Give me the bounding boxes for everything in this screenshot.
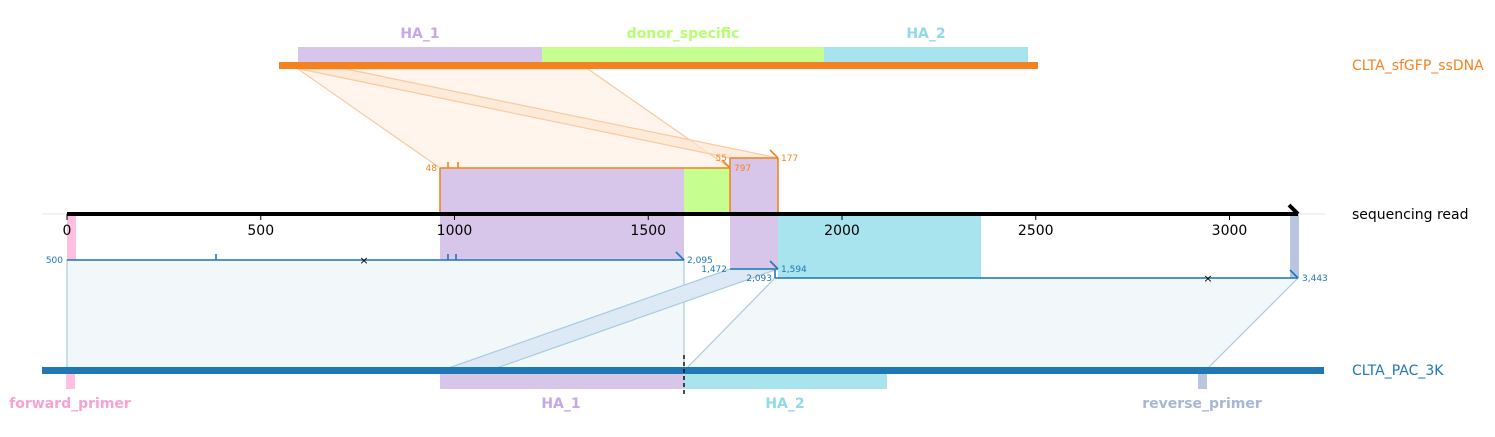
ref-alignment-2-end: 1,594 [781, 265, 807, 275]
read-axis-arrowhead [1287, 203, 1300, 216]
donor-label-ha2: HA_2 [906, 26, 945, 42]
donor-bar [279, 62, 1038, 69]
donor-alignment-2-end: 177 [781, 154, 798, 164]
reference-projection-1 [66, 259, 685, 372]
ref-feature-reverse-primer [1198, 374, 1207, 389]
read-fill-forward-primer [67, 214, 76, 260]
reference-track-label: CLTA_PAC_3K [1352, 363, 1444, 379]
reference-projection-3 [682, 277, 1300, 372]
donor-label-ha1: HA_1 [400, 26, 439, 42]
donor-alignment-2-end-arrow [769, 149, 779, 159]
ref-label-forward-primer: forward_primer [9, 396, 131, 412]
donor-alignment-1-start: 48 [426, 164, 438, 174]
donor-feature-ha1 [298, 47, 542, 63]
donor-projection-1 [296, 68, 732, 169]
read-axis-tick-label: 2500 [1018, 223, 1054, 239]
donor-projections [296, 68, 779, 169]
read-fill-ha2 [778, 214, 981, 278]
mismatch-marker-2: × [1203, 272, 1212, 285]
ref-label-reverse-primer: reverse_primer [1142, 396, 1262, 412]
donor-label-donor-specific: donor_specific [627, 26, 740, 42]
reference-bar [42, 367, 1324, 374]
read-axis-tick-label: 0 [63, 223, 72, 239]
reference-projections [66, 259, 1300, 372]
mismatch-marker-1: × [359, 254, 368, 267]
read-fill-reverse-primer [1290, 214, 1299, 278]
ref-alignment-2-start: 1,472 [701, 265, 727, 275]
ref-alignment-2-end-arrow [769, 260, 779, 270]
ref-label-ha1: HA_1 [541, 396, 580, 412]
read-axis: 0 500 1000 1500 2000 2500 3000 sequencing read [42, 203, 1468, 239]
read-track-label: sequencing read [1352, 207, 1468, 223]
ref-alignment-3-end: 3,443 [1302, 274, 1328, 284]
donor-alignment-coords: 48 797 55 177 [426, 154, 799, 174]
donor-alignment-1-end: 797 [734, 164, 751, 174]
ref-feature-ha1 [440, 374, 684, 389]
read-axis-tick-label: 1000 [437, 223, 473, 239]
donor-track-label: CLTA_sfGFP_ssDNA [1352, 58, 1484, 74]
ref-alignment-3-end-arrow [1289, 269, 1299, 279]
read-axis-tick-label: 500 [247, 223, 274, 239]
read-fill-ha1-lower [440, 214, 684, 260]
ref-alignment-1-end-arrow [675, 251, 685, 261]
ref-alignment-1-end: 2,095 [687, 256, 713, 266]
ref-alignment-1-start: 500 [46, 256, 63, 266]
donor-feature-ha2 [824, 47, 1028, 63]
reference-track: forward_primer HA_1 HA_2 reverse_primer … [9, 355, 1444, 412]
read-axis-tick-label: 1500 [630, 223, 666, 239]
donor-feature-donor-specific [542, 47, 824, 63]
donor-alignments [439, 149, 779, 214]
read-fill-donor-specific [684, 168, 730, 214]
reference-alignment-coords: 500 2,095 1,472 1,594 2,093 3,443 [46, 256, 1328, 284]
ref-alignment-3-start: 2,093 [746, 274, 772, 284]
donor-track: HA_1 donor_specific HA_2 CLTA_sfGFP_ssDN… [279, 26, 1484, 74]
read-axis-ticks: 0 500 1000 1500 2000 2500 3000 [63, 214, 1248, 239]
donor-alignment-2-start: 55 [716, 154, 727, 164]
donor-alignment-1-end-arrow [721, 159, 731, 169]
mismatch-markers: × × [359, 254, 1212, 285]
ref-feature-ha2 [684, 374, 887, 389]
read-axis-tick-label: 2000 [824, 223, 860, 239]
read-fill-ha1-upper [440, 168, 684, 214]
read-axis-tick-label: 3000 [1212, 223, 1248, 239]
ref-feature-forward-primer [66, 374, 75, 389]
reference-alignments [67, 251, 1299, 279]
ref-label-ha2: HA_2 [765, 396, 804, 412]
